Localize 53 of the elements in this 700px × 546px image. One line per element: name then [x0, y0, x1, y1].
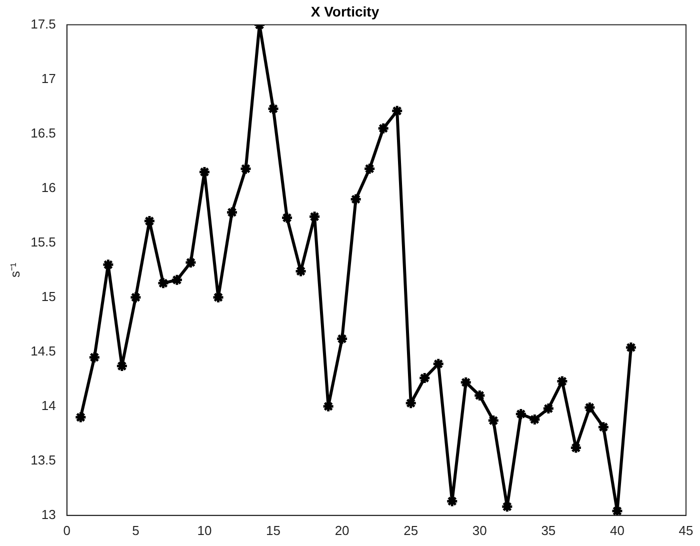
y-tick-label: 15.5 — [30, 234, 56, 250]
point — [556, 375, 568, 388]
point — [267, 102, 280, 115]
point — [460, 376, 472, 389]
y-tick-label: 17.5 — [30, 16, 56, 32]
point — [570, 442, 582, 454]
x-tick-label: 25 — [404, 522, 418, 538]
point — [528, 413, 541, 426]
y-tick-label: 17 — [41, 70, 56, 86]
x-tick-label: 45 — [678, 522, 694, 538]
point — [363, 162, 376, 175]
point — [240, 162, 252, 175]
x-tick-label: 20 — [334, 522, 350, 538]
y-axis-title: s⁻¹ — [7, 262, 22, 278]
point — [597, 420, 610, 434]
point — [170, 274, 184, 286]
point — [184, 256, 197, 269]
point — [226, 206, 238, 219]
point — [74, 411, 87, 424]
point — [390, 104, 404, 118]
y-tick-label: 14 — [41, 398, 56, 413]
y-tick-label: 14.5 — [30, 343, 56, 358]
point — [377, 122, 390, 135]
point — [418, 372, 431, 384]
x-tick-label: 40 — [610, 522, 624, 538]
point — [432, 358, 445, 370]
point — [350, 192, 362, 206]
point — [487, 414, 500, 427]
y-tick-label: 13.5 — [30, 452, 56, 468]
y-tick-label: 16 — [41, 180, 56, 195]
x-tick-label: 15 — [266, 522, 280, 538]
x-tick-label: 35 — [541, 522, 556, 538]
point — [624, 341, 638, 354]
point — [129, 291, 142, 304]
point — [212, 291, 224, 304]
point — [308, 210, 321, 223]
point — [542, 402, 555, 415]
point — [102, 258, 114, 271]
point — [514, 408, 528, 420]
point — [336, 332, 348, 346]
x-tick-label: 0 — [63, 522, 71, 538]
point — [280, 212, 294, 224]
point — [583, 401, 596, 414]
y-tick-label: 13 — [41, 506, 56, 522]
x-tick-label: 10 — [197, 522, 212, 538]
x-tick-label: 5 — [132, 522, 140, 538]
point — [473, 389, 486, 402]
point — [88, 351, 101, 364]
point — [156, 276, 170, 290]
y-tick-label: 16.5 — [30, 125, 56, 140]
x-tick-label: 30 — [472, 522, 487, 538]
chart-title: X Vorticity — [310, 3, 380, 20]
y-tick-label: 15 — [41, 288, 56, 304]
